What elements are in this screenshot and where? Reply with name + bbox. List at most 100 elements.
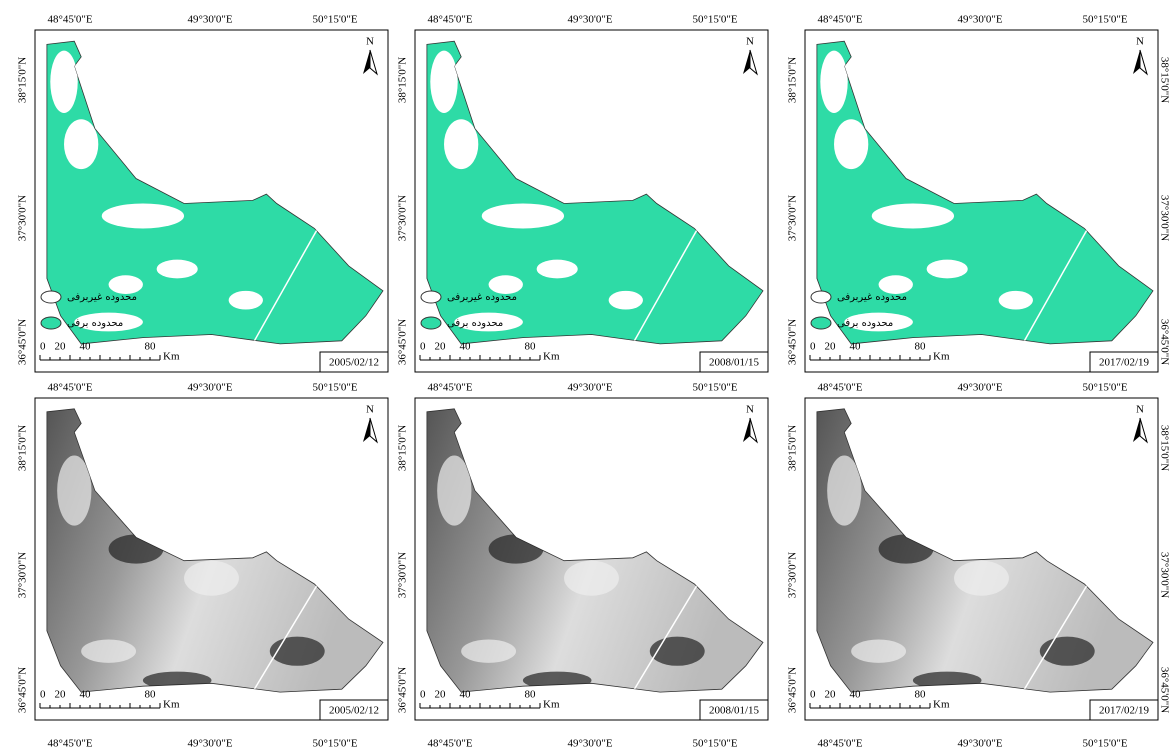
legend-label: محدوده غیربرفی [447, 292, 517, 303]
patch [101, 203, 185, 229]
patch [454, 312, 523, 332]
scale-label: 80 [145, 341, 157, 353]
province [816, 40, 1154, 345]
patch [820, 50, 848, 113]
lat-label: 38°15'0"N [17, 57, 29, 103]
lon-label: 49°30'0"E [187, 382, 232, 394]
date-box [1089, 699, 1159, 721]
lat-label: 37°30'0"N [787, 552, 799, 598]
lat-label: 36°45'0"N [397, 667, 409, 713]
map-panel: 48°45'0"E 49°30'0"E 50°15'0"E 38°15'0"N 37°3… [17, 14, 389, 373]
legend-label: محدوده برفی [837, 318, 893, 329]
patches [430, 50, 702, 344]
lat-label: 38°15'0"N [397, 425, 409, 471]
scale-label: 0 [40, 341, 46, 353]
date-label: 2008/01/15 [709, 705, 760, 717]
province [426, 408, 764, 693]
patch [954, 560, 1009, 596]
lat-label-right: 36°45'0"N [1158, 319, 1170, 365]
lat-label: 37°30'0"N [17, 552, 29, 598]
scale-label: 20 [825, 689, 837, 701]
patches [827, 455, 1095, 693]
patch [536, 259, 578, 279]
date-box [699, 699, 769, 721]
patch [74, 312, 143, 332]
lon-label: 48°45'0"E [817, 382, 862, 394]
lon-label: 48°45'0"E [427, 14, 472, 26]
legend-swatch [810, 290, 832, 304]
north-label: N [1136, 36, 1144, 48]
patch [488, 275, 523, 294]
scale-label: 40 [80, 341, 92, 353]
date-label: 2017/02/19 [1099, 357, 1150, 369]
legend-swatch [420, 290, 442, 304]
lon-label: 49°30'0"E [957, 738, 1002, 750]
map-panel: 48°45'0"E 49°30'0"E 50°15'0"E 48°45'0"E 49°3… [787, 382, 1170, 750]
date-label: 2008/01/15 [709, 357, 760, 369]
patch [156, 259, 198, 279]
patch [269, 636, 325, 666]
legend-swatch [40, 316, 62, 330]
patch [844, 312, 913, 332]
lat-label: 36°45'0"N [17, 319, 29, 365]
legend-label: محدوده برفی [447, 318, 503, 329]
lat-label: 38°15'0"N [17, 425, 29, 471]
scale-label: 20 [435, 341, 447, 353]
province [46, 408, 384, 693]
lon-label: 48°45'0"E [427, 382, 472, 394]
lon-label: 49°30'0"E [567, 382, 612, 394]
scale-unit: Km [933, 351, 950, 363]
north-label: N [746, 404, 754, 416]
patch [184, 560, 239, 596]
scale-label: 0 [420, 689, 426, 701]
lat-label: 36°45'0"N [17, 667, 29, 713]
patch [437, 455, 472, 526]
scale-label: 40 [460, 341, 472, 353]
scale-label: 40 [850, 689, 862, 701]
patch [998, 290, 1033, 310]
lat-label: 36°45'0"N [787, 667, 799, 713]
lat-label: 38°15'0"N [787, 57, 799, 103]
lon-label: 50°15'0"E [692, 382, 737, 394]
swath-edge [252, 221, 322, 344]
date-label: 2005/02/12 [329, 357, 379, 369]
lon-label: 50°15'0"E [692, 14, 737, 26]
lat-label: 36°45'0"N [397, 319, 409, 365]
patch [430, 50, 458, 113]
lon-label: 49°30'0"E [187, 738, 232, 750]
lat-label-right: 37°30'0"N [1158, 195, 1170, 241]
lat-label: 37°30'0"N [397, 552, 409, 598]
north-label: N [1136, 404, 1144, 416]
scale-unit: Km [163, 351, 180, 363]
north-arrow [363, 50, 370, 74]
north-arrow [1133, 418, 1140, 442]
lon-label: 50°15'0"E [1082, 14, 1127, 26]
scale-unit: Km [933, 699, 950, 711]
date-box [319, 699, 389, 721]
lon-label: 49°30'0"E [957, 382, 1002, 394]
scale-label: 0 [40, 689, 46, 701]
patch [926, 259, 968, 279]
date-box [1089, 351, 1159, 373]
scale-label: 0 [810, 689, 816, 701]
patch [64, 119, 99, 170]
lon-label: 49°30'0"E [567, 14, 612, 26]
lat-label: 38°15'0"N [787, 425, 799, 471]
date-label: 2005/02/12 [329, 705, 379, 717]
map-panel: 48°45'0"E 49°30'0"E 50°15'0"E 38°15'0"N 37°3… [787, 14, 1170, 373]
patches [820, 50, 1092, 344]
map-panel: 48°45'0"E 49°30'0"E 50°15'0"E 38°15'0"N 37°3… [397, 14, 769, 373]
lat-label-right: 36°45'0"N [1158, 667, 1170, 713]
patch [871, 203, 955, 229]
swath-edge [632, 221, 702, 344]
scale-label: 20 [825, 341, 837, 353]
lat-label: 37°30'0"N [397, 195, 409, 241]
province [426, 40, 764, 345]
scale-label: 0 [810, 341, 816, 353]
scale-unit: Km [163, 699, 180, 711]
province [46, 40, 384, 345]
lon-label: 49°30'0"E [957, 14, 1002, 26]
patch [649, 636, 705, 666]
lon-label: 50°15'0"E [312, 14, 357, 26]
